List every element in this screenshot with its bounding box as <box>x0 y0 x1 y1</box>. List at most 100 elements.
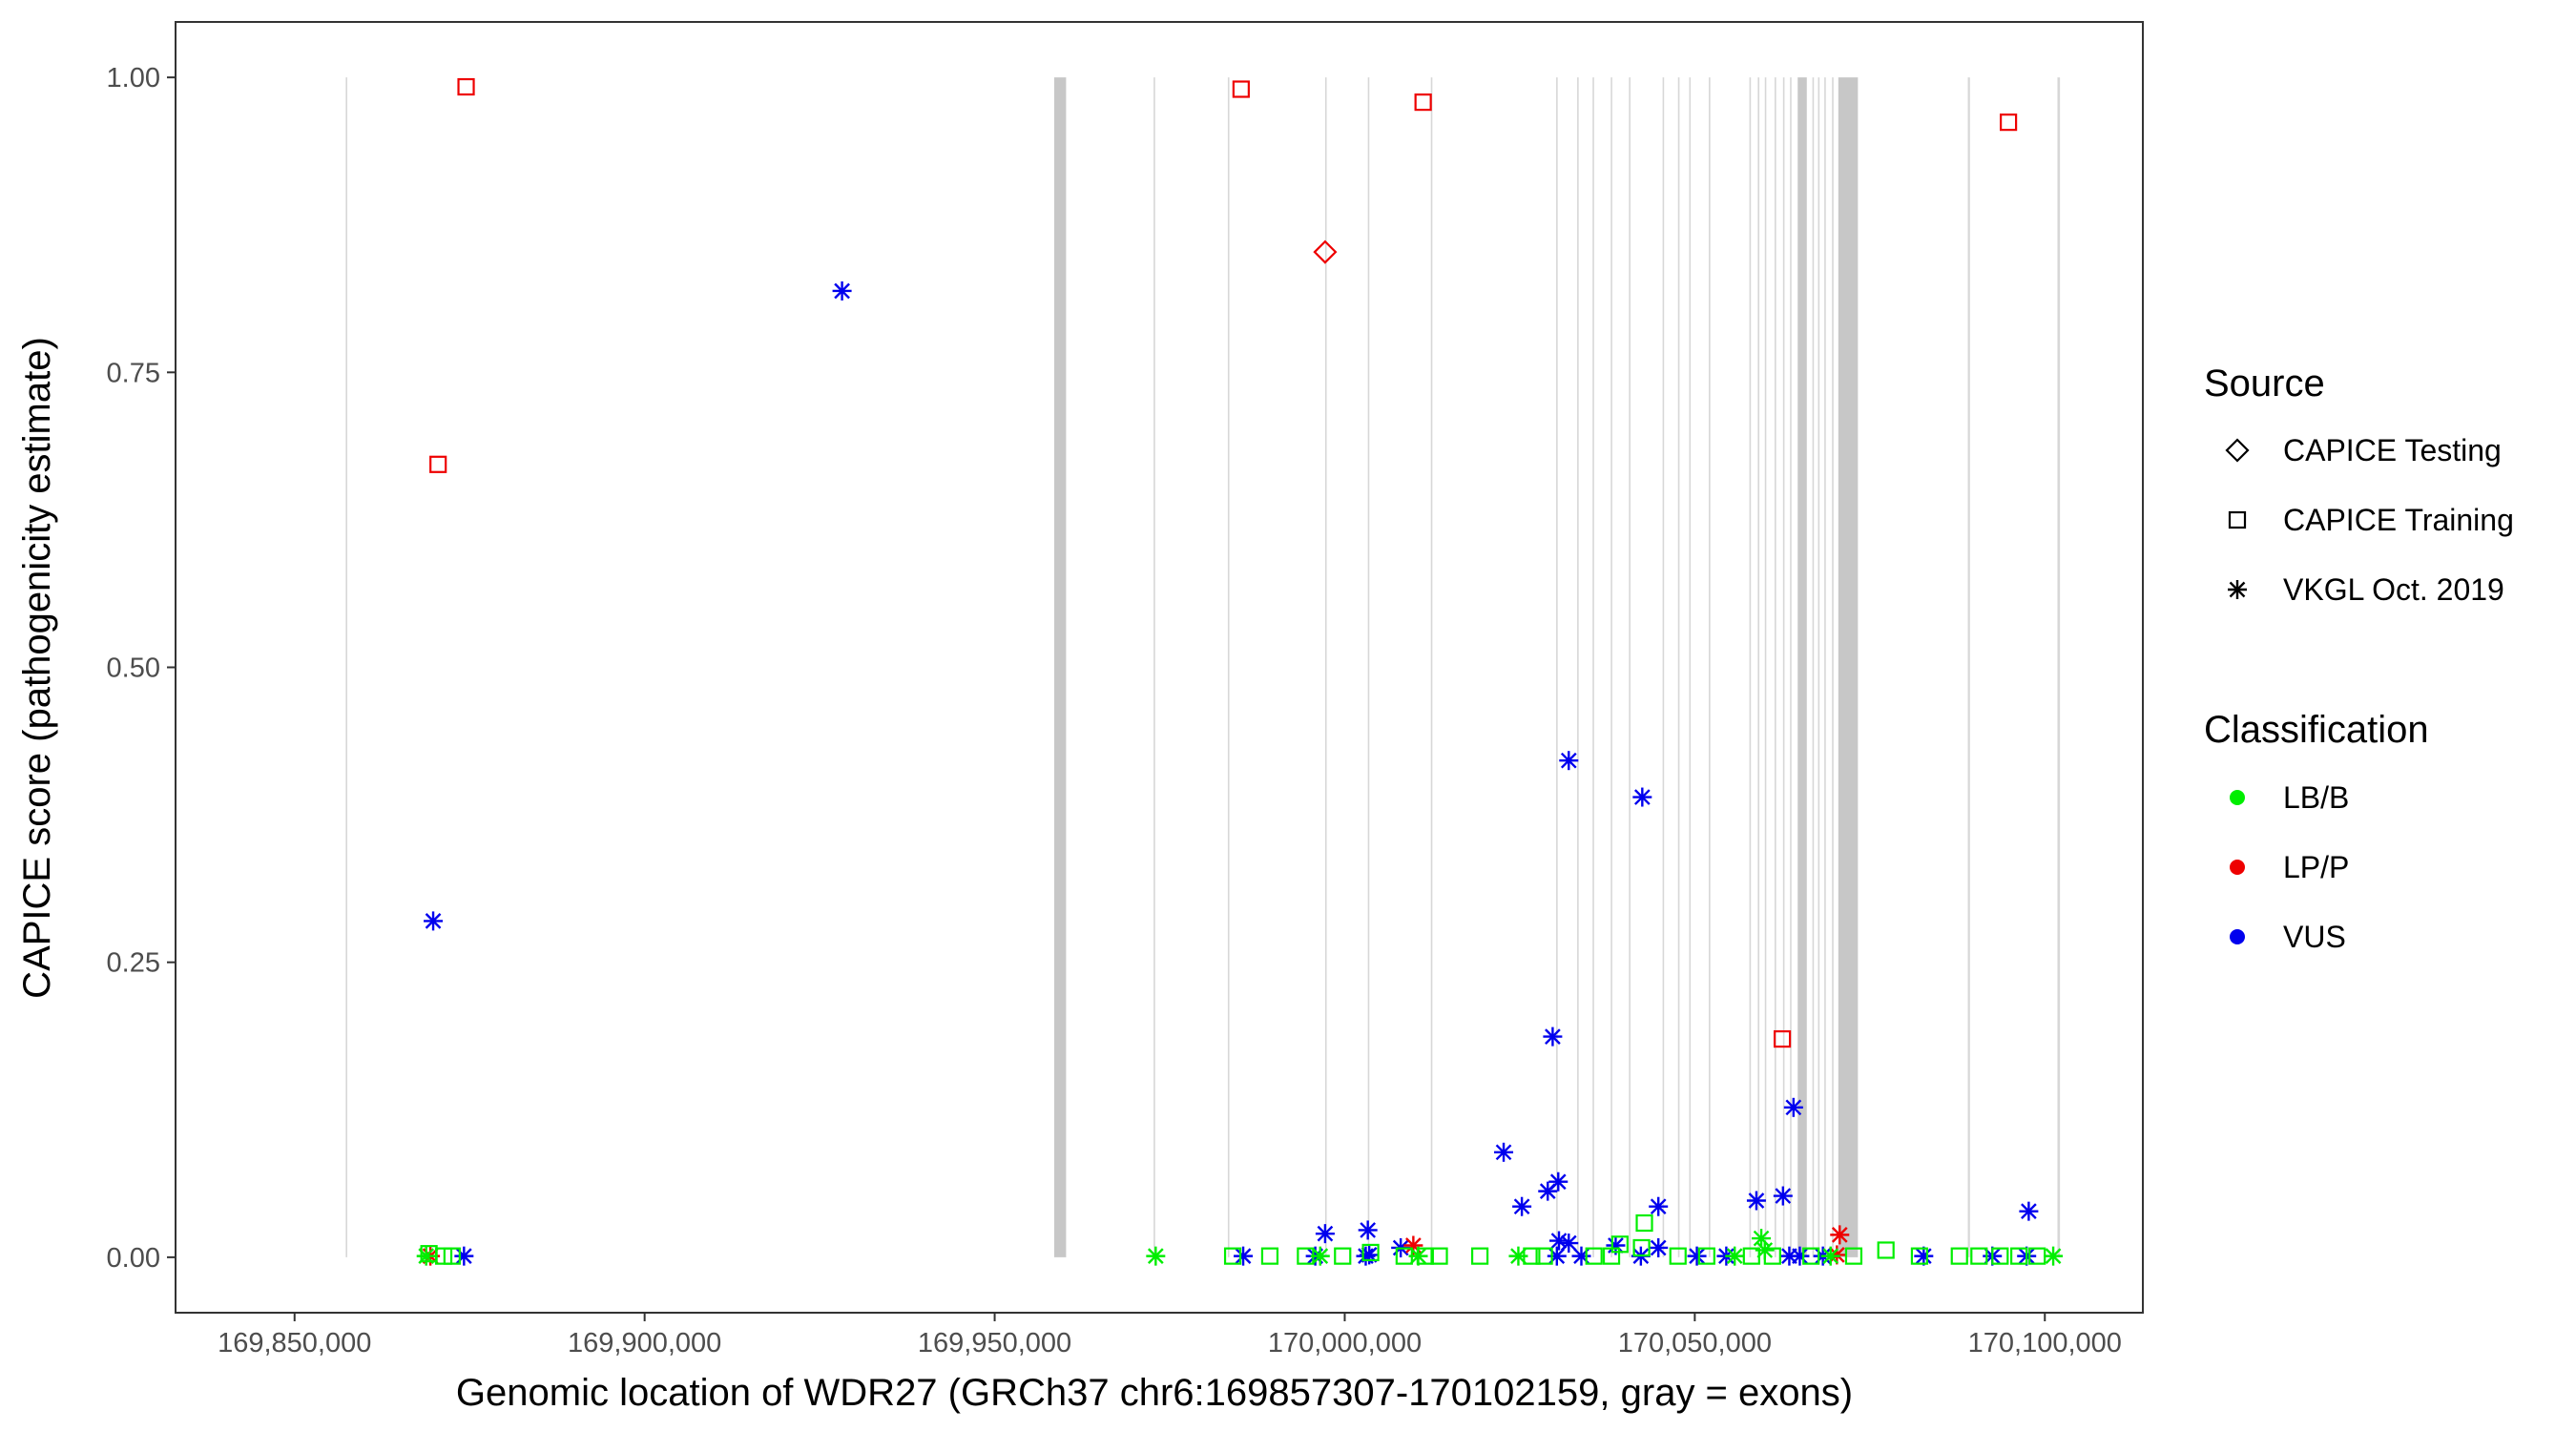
legend-source-title: Source <box>2204 363 2325 404</box>
data-point-square <box>1635 1213 1653 1233</box>
x-tick-label: 169,950,000 <box>918 1328 1071 1358</box>
exon-band <box>1832 77 1834 1257</box>
exon-band <box>1782 77 1785 1257</box>
data-point-asterisk <box>1752 1229 1772 1249</box>
y-tick-label: 0.25 <box>107 948 160 979</box>
y-tick-label: 0.50 <box>107 653 160 684</box>
exon-band <box>1592 77 1594 1257</box>
exon-band <box>1324 77 1327 1257</box>
data-point-asterisk <box>416 1246 436 1266</box>
data-point-square <box>1361 1243 1380 1262</box>
data-point-asterisk <box>1632 787 1652 807</box>
data-point-square <box>1950 1247 1968 1265</box>
data-point-asterisk <box>1512 1196 1532 1216</box>
data-point-asterisk <box>1746 1191 1766 1211</box>
data-point-group <box>416 77 2064 1266</box>
exon-band <box>1709 77 1711 1257</box>
data-point-square <box>1223 1247 1242 1265</box>
exon-band <box>1227 77 1230 1257</box>
legend-label: VUS <box>2283 920 2346 954</box>
exon-band <box>1790 77 1792 1257</box>
exon-band <box>1757 77 1760 1257</box>
data-point-square <box>1232 80 1250 98</box>
data-point-asterisk <box>1315 1224 1335 1244</box>
data-point-asterisk <box>832 280 852 301</box>
exon-band <box>1153 77 1155 1257</box>
data-point-asterisk <box>1649 1196 1669 1216</box>
data-point-asterisk <box>1687 1246 1707 1266</box>
data-point-square <box>1260 1247 1279 1265</box>
data-point-square <box>1910 1247 1929 1265</box>
exon-band <box>1764 77 1767 1257</box>
data-point-square <box>1844 1247 1863 1265</box>
data-point-asterisk <box>1234 1246 1254 1266</box>
legend-label: CAPICE Testing <box>2283 433 2502 467</box>
data-point-square <box>1742 1247 1760 1265</box>
x-tick-label: 170,050,000 <box>1618 1328 1772 1358</box>
x-tick-label: 170,000,000 <box>1268 1328 1422 1358</box>
legend-label: LB/B <box>2283 780 2349 815</box>
data-point-square <box>1802 1247 1820 1265</box>
x-tick-label: 169,850,000 <box>218 1328 371 1358</box>
data-point-square <box>1632 1238 1651 1257</box>
exon-band <box>1838 77 1859 1257</box>
data-point-square <box>1523 1247 1541 1265</box>
legend-key-square <box>2228 510 2247 529</box>
exon-band <box>1818 77 1820 1257</box>
data-point-asterisk <box>1310 1246 1330 1266</box>
data-point-square <box>1334 1247 1352 1265</box>
x-axis: 169,850,000 169,900,000 169,950,000 170,000… <box>218 1313 2122 1358</box>
y-axis: 0.00 0.25 0.50 0.75 1.00 <box>107 63 176 1274</box>
data-point-square <box>1697 1247 1715 1265</box>
y-tick-label: 1.00 <box>107 63 160 93</box>
exon-band <box>1775 77 1776 1257</box>
data-point-asterisk <box>2019 1201 2039 1221</box>
exon-band <box>1749 77 1752 1257</box>
legend-classification-title: Classification <box>2204 709 2429 751</box>
exon-band <box>1577 77 1579 1257</box>
exon-band <box>1677 77 1680 1257</box>
y-axis-title: CAPICE score (pathogenicity estimate) <box>16 337 58 999</box>
x-tick-label: 170,100,000 <box>1968 1328 2122 1358</box>
data-point-asterisk <box>1773 1186 1793 1206</box>
data-point-square <box>1669 1247 1687 1265</box>
data-point-square <box>429 455 447 473</box>
exon-band <box>1610 77 1612 1257</box>
data-point-square <box>1414 93 1432 112</box>
legend-key-dot <box>2230 860 2245 875</box>
data-point-diamond <box>1313 239 1338 264</box>
data-point-square <box>1773 1029 1792 1048</box>
y-tick-label: 0.00 <box>107 1243 160 1274</box>
exon-band <box>1824 77 1826 1257</box>
exon-band <box>1689 77 1692 1257</box>
exon-band <box>1430 77 1433 1257</box>
data-point-asterisk <box>1559 1234 1579 1254</box>
legend-label: VKGL Oct. 2019 <box>2283 572 2504 607</box>
data-point-square <box>1585 1247 1603 1265</box>
data-point-asterisk <box>1559 751 1579 771</box>
legend: Source Classification CAPICE Testing CAPI… <box>2204 363 2514 954</box>
data-point-asterisk <box>1820 1246 1840 1266</box>
data-point-asterisk <box>1830 1225 1850 1245</box>
exon-band <box>1967 77 1970 1257</box>
data-point-asterisk <box>1146 1246 1166 1266</box>
exon-band <box>1812 77 1815 1257</box>
data-point-asterisk <box>1725 1246 1745 1266</box>
x-tick-label: 169,900,000 <box>568 1328 721 1358</box>
data-point-square <box>1991 1247 2009 1265</box>
data-point-asterisk <box>1543 1027 1563 1047</box>
data-point-square <box>1416 1247 1434 1265</box>
data-point-square <box>2010 1247 2028 1265</box>
data-point-asterisk <box>2044 1246 2064 1266</box>
exon-band <box>1662 77 1665 1257</box>
data-point-square <box>1877 1241 1895 1259</box>
data-point-asterisk <box>1358 1220 1378 1240</box>
data-point-asterisk <box>1356 1246 1376 1266</box>
legend-label: CAPICE Training <box>2283 503 2514 537</box>
exon-band <box>1629 77 1631 1257</box>
data-point-square <box>457 77 475 96</box>
data-point-asterisk <box>1790 1246 1810 1266</box>
x-axis-title: Genomic location of WDR27 (GRCh37 chr6:1… <box>456 1372 1853 1414</box>
